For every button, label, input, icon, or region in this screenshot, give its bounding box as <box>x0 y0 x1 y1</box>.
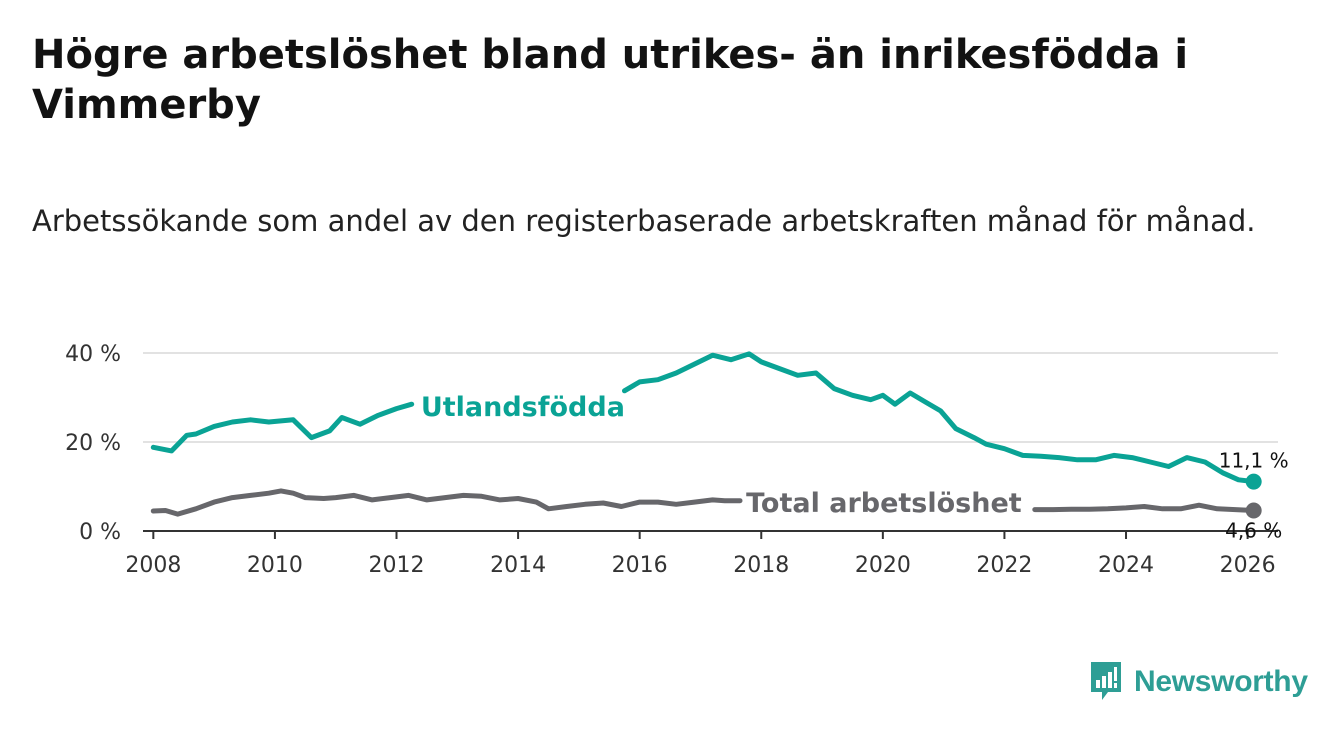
end-marker-total <box>1245 502 1262 519</box>
end-value-total: 4,6 % <box>1225 519 1282 543</box>
series-labels: Utlandsfödda Total arbetslöshet 11,1 % 4,6 … <box>421 392 1289 542</box>
x-tick-label: 2010 <box>247 553 303 578</box>
series-line-total-segment-0 <box>150 488 743 517</box>
x-tick-label: 2012 <box>369 553 425 578</box>
end-value-utlandsfodda: 11,1 % <box>1219 449 1289 473</box>
series-line-utlandsfodda-segment-0 <box>150 401 415 454</box>
y-tick-label: 40 % <box>65 342 121 367</box>
grid-lines <box>143 352 1278 443</box>
x-tick-label: 2026 <box>1220 553 1276 578</box>
x-tick-label: 2022 <box>976 553 1032 578</box>
y-tick-label: 0 % <box>79 520 121 545</box>
chart-title: Högre arbetslöshet bland utrikes- än inr… <box>32 32 1189 128</box>
x-tick-label: 2014 <box>490 553 546 578</box>
y-tick-label: 20 % <box>65 431 121 456</box>
axes: 0 % 20 % 40 % 2008 2010 2012 2014 2016 2018 2020 2… <box>65 342 1278 578</box>
x-tick-label: 2008 <box>125 553 181 578</box>
x-tick-label: 2016 <box>612 553 668 578</box>
brand-name: Newsworthy <box>1134 665 1308 698</box>
end-marker-utlandsfodda <box>1245 473 1262 490</box>
series-label-utlandsfodda: Utlandsfödda <box>421 392 625 423</box>
series-label-total: Total arbetslöshet <box>746 488 1022 519</box>
x-tick-label: 2020 <box>855 553 911 578</box>
line-chart: 0 % 20 % 40 % 2008 2010 2012 2014 2016 2018 2020 2… <box>65 342 1289 578</box>
x-tick-label: 2018 <box>733 553 789 578</box>
brand: Newsworthy <box>1088 660 1308 704</box>
series-line-total-segment-1 <box>1032 502 1257 513</box>
x-tick-label: 2024 <box>1098 553 1154 578</box>
series-lines <box>150 351 1262 519</box>
series-line-utlandsfodda-segment-1 <box>622 351 1257 485</box>
bar-chart-logo-icon <box>1091 662 1121 700</box>
chart-subtitle: Arbetssökande som andel av den registerb… <box>32 204 1256 238</box>
